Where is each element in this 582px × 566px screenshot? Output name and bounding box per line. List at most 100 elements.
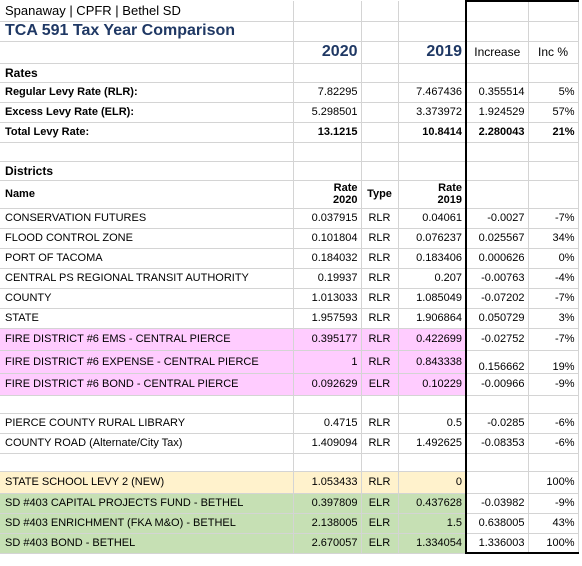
- inc-pct-header: Inc %: [528, 41, 579, 64]
- district-row: SD #403 BOND - BETHEL 2.670057 ELR 1.334054…: [0, 533, 579, 554]
- district-row: FIRE DISTRICT #6 EXPENSE - CENTRAL PIERC…: [0, 350, 579, 374]
- col-header-name: Name: [0, 180, 294, 209]
- district-type: RLR: [361, 471, 399, 494]
- district-inc-pct: -4%: [528, 268, 579, 289]
- district-rate-2019: 0.04061: [398, 208, 467, 229]
- district-type: RLR: [361, 268, 399, 289]
- district-name: CONSERVATION FUTURES: [0, 208, 294, 229]
- district-increase: 0.025567: [465, 228, 529, 249]
- district-type: RLR: [361, 328, 399, 351]
- district-inc-pct: -7%: [528, 328, 579, 351]
- district-name: SD #403 BOND - BETHEL: [0, 533, 294, 554]
- district-type: RLR: [361, 208, 399, 229]
- district-name: STATE: [0, 308, 294, 329]
- district-rate-2019: 0.5: [398, 413, 467, 434]
- year-2019-header: 2019: [398, 41, 467, 64]
- district-increase: -0.07202: [465, 288, 529, 309]
- district-increase: -0.03982: [465, 493, 529, 514]
- district-inc-pct: 43%: [528, 513, 579, 534]
- comparison-table: Spanaway | CPFR | Bethel SD TCA 591 Tax …: [0, 0, 579, 554]
- district-rate-2020: 2.138005: [293, 513, 362, 534]
- rate-increase: 2.280043: [465, 122, 529, 143]
- district-row: FIRE DISTRICT #6 BOND - CENTRAL PIERCE 0.…: [0, 373, 579, 396]
- district-name: CENTRAL PS REGIONAL TRANSIT AUTHORITY: [0, 268, 294, 289]
- district-row: SD #403 CAPITAL PROJECTS FUND - BETHEL 0.…: [0, 493, 579, 514]
- rate-increase: 0.355514: [465, 82, 529, 103]
- col-header-rate-2020: Rate 2020: [293, 180, 362, 209]
- district-name: COUNTY ROAD (Alternate/City Tax): [0, 433, 294, 454]
- district-increase: -0.00763: [465, 268, 529, 289]
- district-name: COUNTY: [0, 288, 294, 309]
- district-type: RLR: [361, 350, 399, 374]
- district-rate-2019: 1.5: [398, 513, 467, 534]
- district-row: STATE 1.957593 RLR 1.906864 0.050729 3%: [0, 308, 579, 329]
- district-row: FIRE DISTRICT #6 EMS - CENTRAL PIERCE 0.3…: [0, 328, 579, 351]
- district-inc-pct: 34%: [528, 228, 579, 249]
- rate-row: Excess Levy Rate (ELR): 5.298501 3.373972 1…: [0, 102, 579, 123]
- page-title: TCA 591 Tax Year Comparison: [0, 21, 294, 42]
- district-rate-2019: 1.085049: [398, 288, 467, 309]
- district-rate-2019: 0.207: [398, 268, 467, 289]
- col-header-type: Type: [361, 180, 399, 209]
- district-name: STATE SCHOOL LEVY 2 (NEW): [0, 471, 294, 494]
- district-rate-2020: 0.092629: [293, 373, 362, 396]
- district-type: RLR: [361, 433, 399, 454]
- district-type: ELR: [361, 373, 399, 396]
- district-rate-2019: 0.437628: [398, 493, 467, 514]
- rate-2019: 3.373972: [398, 102, 467, 123]
- district-rate-2019: 0.10229: [398, 373, 467, 396]
- year-2020-header: 2020: [293, 41, 362, 64]
- district-inc-pct: 3%: [528, 308, 579, 329]
- district-row: FLOOD CONTROL ZONE 0.101804 RLR 0.076237 0.0…: [0, 228, 579, 249]
- col-header-rate-2019-a: Rate: [438, 182, 462, 194]
- district-increase: -0.00966: [465, 373, 529, 396]
- district-rate-2020: 2.670057: [293, 533, 362, 554]
- district-type: ELR: [361, 533, 399, 554]
- district-row: COUNTY 1.013033 RLR 1.085049 -0.07202 -7%: [0, 288, 579, 309]
- district-rate-2020: 1.409094: [293, 433, 362, 454]
- district-increase: 0.000626: [465, 248, 529, 269]
- district-rate-2020: 0.395177: [293, 328, 362, 351]
- district-row: COUNTY ROAD (Alternate/City Tax) 1.409094…: [0, 433, 579, 454]
- district-rate-2020: 0.037915: [293, 208, 362, 229]
- district-type: RLR: [361, 288, 399, 309]
- rate-inc-pct: 5%: [528, 82, 579, 103]
- district-name: SD #403 CAPITAL PROJECTS FUND - BETHEL: [0, 493, 294, 514]
- rate-name: Regular Levy Rate (RLR):: [0, 82, 294, 103]
- rate-name: Excess Levy Rate (ELR):: [0, 102, 294, 123]
- rate-inc-pct: 57%: [528, 102, 579, 123]
- rate-increase: 1.924529: [465, 102, 529, 123]
- district-increase: -0.0285: [465, 413, 529, 434]
- district-rate-2019: 1.492625: [398, 433, 467, 454]
- rate-row: Regular Levy Rate (RLR): 7.82295 7.467436 0…: [0, 82, 579, 103]
- district-name: FIRE DISTRICT #6 BOND - CENTRAL PIERCE: [0, 373, 294, 396]
- col-header-rate-2019-b: 2019: [437, 194, 462, 206]
- rate-2020: 13.1215: [293, 122, 362, 143]
- district-inc-pct: 100%: [528, 533, 579, 554]
- district-rate-2019: 1.906864: [398, 308, 467, 329]
- district-increase: 1.336003: [465, 533, 529, 554]
- district-rate-2019: 0.422699: [398, 328, 467, 351]
- location-label: Spanaway | CPFR | Bethel SD: [0, 1, 294, 22]
- district-rate-2020: 1.013033: [293, 288, 362, 309]
- district-inc-pct: -7%: [528, 208, 579, 229]
- rates-section-label: Rates: [0, 63, 294, 83]
- district-type: ELR: [361, 513, 399, 534]
- district-inc-pct: 19%: [528, 350, 579, 374]
- district-rate-2020: 0.101804: [293, 228, 362, 249]
- district-rate-2020: 0.4715: [293, 413, 362, 434]
- district-rate-2019: 0: [398, 471, 467, 494]
- district-rate-2020: 0.19937: [293, 268, 362, 289]
- district-name: PORT OF TACOMA: [0, 248, 294, 269]
- district-type: ELR: [361, 493, 399, 514]
- col-header-rate-2020-b: 2020: [333, 194, 358, 206]
- district-row: PORT OF TACOMA 0.184032 RLR 0.183406 0.00062…: [0, 248, 579, 269]
- district-increase: [465, 471, 529, 494]
- district-type: RLR: [361, 308, 399, 329]
- district-rate-2020: 0.397809: [293, 493, 362, 514]
- district-rate-2020: 1: [293, 350, 362, 374]
- rate-name: Total Levy Rate:: [0, 122, 294, 143]
- district-rate-2019: 0.183406: [398, 248, 467, 269]
- district-type: RLR: [361, 413, 399, 434]
- district-inc-pct: -9%: [528, 493, 579, 514]
